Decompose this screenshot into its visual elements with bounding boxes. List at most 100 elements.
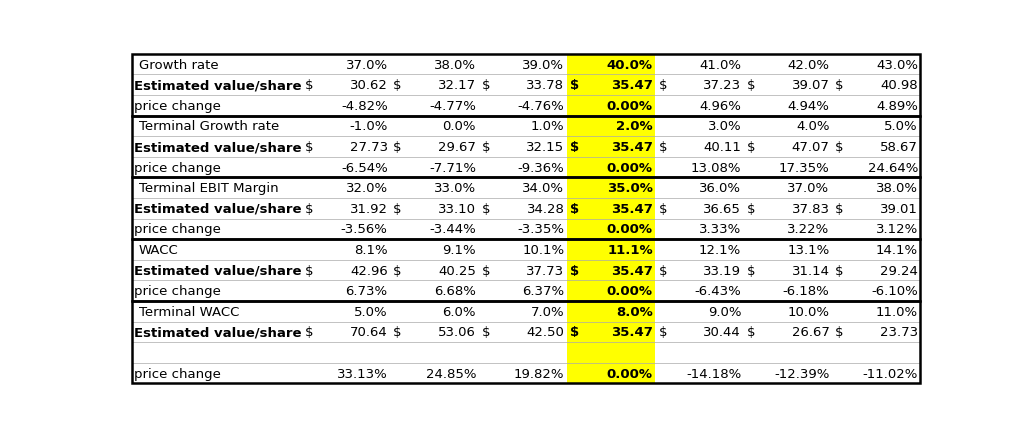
Text: 0.0%: 0.0% [443,120,477,133]
Text: 40.25: 40.25 [439,264,477,277]
Text: price change: price change [134,100,221,112]
Text: $: $ [482,79,490,92]
Text: 9.0%: 9.0% [708,305,741,318]
Bar [132,178,920,240]
Text: 35.0%: 35.0% [607,182,653,195]
Text: 35.47: 35.47 [611,141,653,154]
Text: 35.47: 35.47 [611,79,653,92]
Text: 34.0%: 34.0% [523,182,565,195]
Bar [132,301,920,384]
Text: -4.76%: -4.76% [518,100,565,112]
Text: 37.73: 37.73 [527,264,565,277]
Text: 4.94%: 4.94% [788,100,830,112]
Text: 26.67: 26.67 [792,326,830,339]
Text: 36.0%: 36.0% [699,182,741,195]
Text: 6.37%: 6.37% [523,285,565,298]
Text: Estimated value/share: Estimated value/share [134,202,302,215]
Text: 37.83: 37.83 [792,202,830,215]
Text: $: $ [835,79,843,92]
Text: 58.67: 58.67 [880,141,918,154]
Text: 35.47: 35.47 [611,326,653,339]
Text: -4.77%: -4.77% [429,100,477,112]
Text: 8.1%: 8.1% [354,243,388,256]
Text: -6.18%: -6.18% [783,285,830,298]
Text: $: $ [570,326,579,339]
Text: price change: price change [134,161,221,174]
Text: $: $ [305,141,313,154]
Text: Estimated value/share: Estimated value/share [134,264,302,277]
Text: -12.39%: -12.39% [774,367,830,380]
Text: 33.13%: 33.13% [337,367,388,380]
Text: 0.00%: 0.00% [607,100,653,112]
Text: 29.24: 29.24 [880,264,918,277]
Text: 29.67: 29.67 [439,141,477,154]
Text: $: $ [305,326,313,339]
Text: $: $ [482,141,490,154]
Text: 11.0%: 11.0% [876,305,918,318]
Text: -9.36%: -9.36% [518,161,565,174]
Text: 24.64%: 24.64% [868,161,918,174]
Bar [132,301,920,384]
Text: $: $ [658,141,667,154]
Text: 32.15: 32.15 [527,141,565,154]
Text: 4.96%: 4.96% [699,100,741,112]
Text: $: $ [747,141,755,154]
Text: 33.0%: 33.0% [434,182,477,195]
Text: $: $ [305,202,313,215]
Text: 2.0%: 2.0% [616,120,653,133]
Text: $: $ [393,264,402,277]
Text: 34.28: 34.28 [527,202,565,215]
Text: $: $ [570,264,579,277]
Text: Terminal Growth rate: Terminal Growth rate [139,120,279,133]
Text: 5.0%: 5.0% [354,305,388,318]
Text: 38.0%: 38.0% [876,182,918,195]
Text: -4.82%: -4.82% [341,100,388,112]
Text: 4.0%: 4.0% [796,120,830,133]
Bar [567,116,655,178]
Text: 31.14: 31.14 [792,264,830,277]
Text: $: $ [482,264,490,277]
Bar [567,240,655,301]
Text: 3.12%: 3.12% [876,223,918,236]
Text: 19.82%: 19.82% [514,367,565,380]
Text: $: $ [305,79,313,92]
Text: $: $ [747,326,755,339]
Text: -6.54%: -6.54% [341,161,388,174]
Text: 39.01: 39.01 [880,202,918,215]
Text: 70.64: 70.64 [350,326,388,339]
Text: 40.98: 40.98 [880,79,918,92]
Text: WACC: WACC [139,243,179,256]
Text: $: $ [658,264,667,277]
Text: -3.56%: -3.56% [341,223,388,236]
Text: 40.0%: 40.0% [607,59,653,72]
Text: 30.62: 30.62 [350,79,388,92]
Text: 30.44: 30.44 [703,326,741,339]
Text: $: $ [393,202,402,215]
Text: price change: price change [134,285,221,298]
Text: $: $ [393,326,402,339]
Text: 42.96: 42.96 [350,264,388,277]
Text: 33.78: 33.78 [527,79,565,92]
Bar [132,240,920,301]
Text: 0.00%: 0.00% [607,285,653,298]
Text: 36.65: 36.65 [703,202,741,215]
Text: $: $ [570,202,579,215]
Text: 32.0%: 32.0% [346,182,388,195]
Text: 8.0%: 8.0% [616,305,653,318]
Text: $: $ [747,202,755,215]
Text: 53.06: 53.06 [439,326,477,339]
Text: Terminal WACC: Terminal WACC [139,305,239,318]
Text: 13.1%: 13.1% [788,243,830,256]
Text: Estimated value/share: Estimated value/share [134,79,302,92]
Text: 17.35%: 17.35% [778,161,830,174]
Text: -1.0%: -1.0% [349,120,388,133]
Text: 9.1%: 9.1% [443,243,477,256]
Text: 3.0%: 3.0% [708,120,741,133]
Text: $: $ [305,264,313,277]
Text: 41.0%: 41.0% [699,59,741,72]
Text: 32.17: 32.17 [438,79,477,92]
Text: 7.0%: 7.0% [531,305,565,318]
Text: $: $ [482,326,490,339]
Text: $: $ [658,326,667,339]
Text: 24.85%: 24.85% [425,367,477,380]
